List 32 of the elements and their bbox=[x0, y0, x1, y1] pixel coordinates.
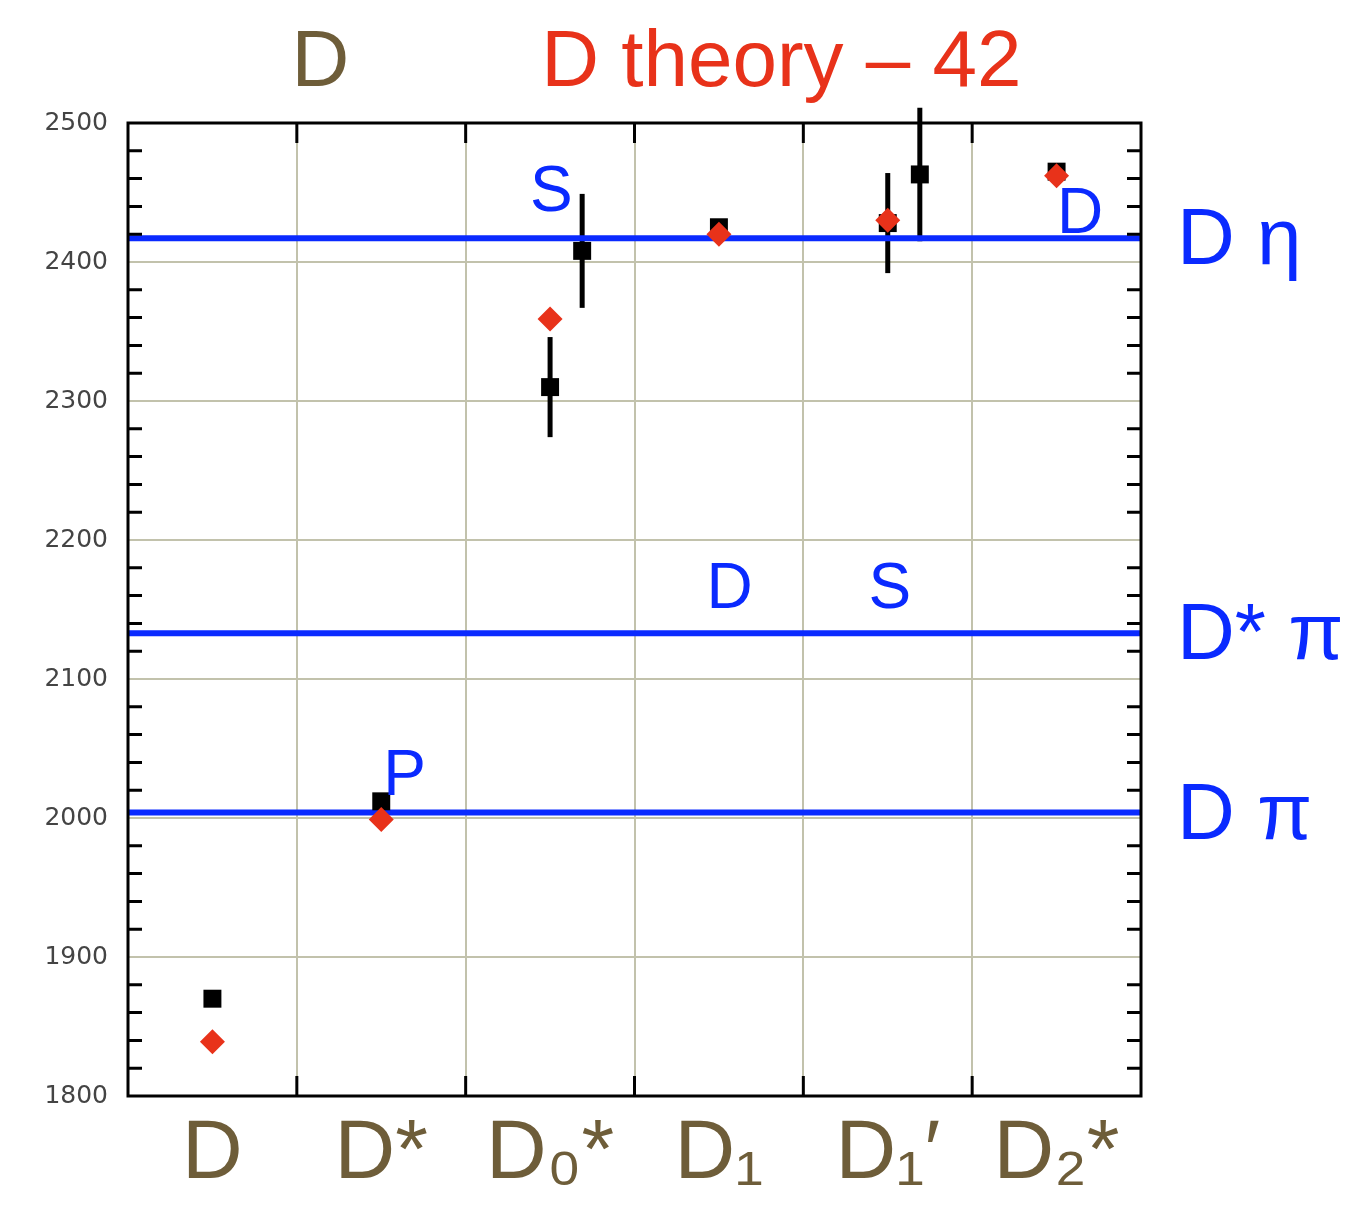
chart-title: D bbox=[291, 13, 350, 103]
ref-line-label: D* π bbox=[1177, 587, 1344, 677]
y-tick-label: 2300 bbox=[44, 384, 108, 414]
annotation: S bbox=[530, 152, 573, 225]
x-tick-label: D₂* bbox=[993, 1101, 1120, 1196]
y-tick-label: 2400 bbox=[44, 245, 108, 275]
ref-line-label: D η bbox=[1177, 192, 1302, 282]
point bbox=[203, 989, 222, 1008]
y-tick-label: 2200 bbox=[44, 523, 108, 553]
series-label: D theory – 42 bbox=[541, 13, 1022, 103]
ref-line-label: D π bbox=[1177, 766, 1313, 856]
x-tick-label: D₁′ bbox=[835, 1101, 941, 1196]
point bbox=[875, 207, 901, 233]
point bbox=[537, 306, 563, 332]
point bbox=[199, 1029, 225, 1055]
x-tick-label: D₀* bbox=[485, 1101, 615, 1196]
annotation: D bbox=[706, 549, 753, 622]
point bbox=[541, 378, 560, 397]
x-tick-label: D bbox=[182, 1101, 243, 1196]
x-tick-label: D* bbox=[334, 1101, 428, 1196]
y-tick-label: 2100 bbox=[44, 662, 108, 692]
y-tick-label: 2500 bbox=[44, 106, 108, 136]
point bbox=[1044, 163, 1070, 189]
y-tick-label: 2000 bbox=[44, 801, 108, 831]
annotation: D bbox=[1057, 175, 1104, 248]
point bbox=[368, 806, 394, 832]
point bbox=[706, 221, 732, 247]
y-tick-label: 1800 bbox=[44, 1079, 108, 1109]
y-tick-label: 1900 bbox=[44, 940, 108, 970]
annotation: S bbox=[868, 549, 912, 622]
x-tick-label: D₁ bbox=[674, 1101, 764, 1196]
annotation: P bbox=[383, 737, 426, 810]
